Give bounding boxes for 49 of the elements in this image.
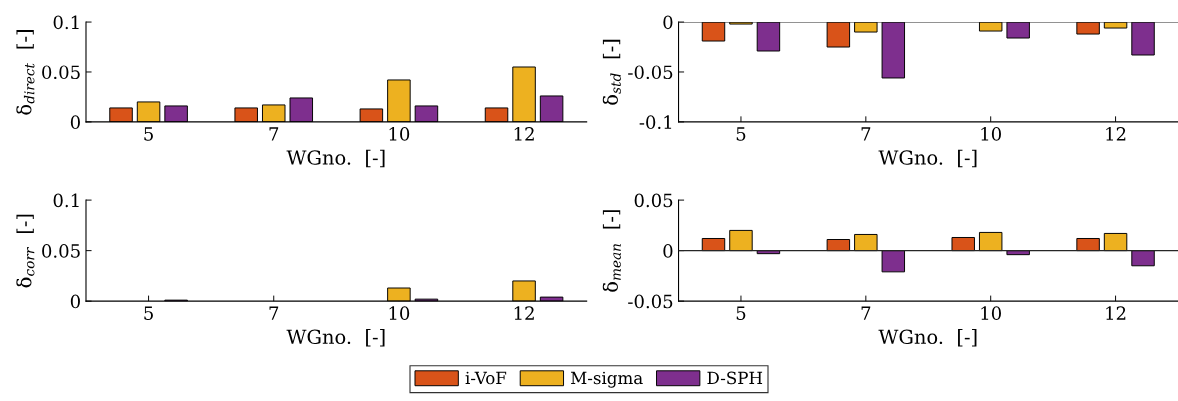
x-tick-label: 12 bbox=[1106, 306, 1126, 320]
x-tick-label: 10 bbox=[981, 127, 1001, 141]
x-tick-label: 5 bbox=[736, 127, 746, 141]
y-tick-label: 0.1 bbox=[53, 193, 79, 208]
bar bbox=[1076, 238, 1100, 252]
y-axis-title: δ$_{std}$ [-] bbox=[602, 39, 621, 105]
x-axis-title: WGno. [-] bbox=[878, 149, 977, 168]
legend-label: D-SPH bbox=[707, 371, 763, 385]
bar bbox=[701, 238, 726, 252]
x-tick-label: 7 bbox=[269, 127, 279, 141]
y-tick-label: 0 bbox=[663, 15, 673, 30]
bar bbox=[951, 237, 975, 252]
y-axis-title: δ$_{mean}$ [-] bbox=[602, 210, 621, 292]
bar bbox=[978, 231, 1003, 252]
x-tick-label: 5 bbox=[144, 127, 153, 141]
bar bbox=[854, 233, 878, 252]
legend-label: M-sigma bbox=[571, 371, 643, 388]
x-tick-label: 12 bbox=[514, 127, 534, 141]
bar bbox=[826, 239, 851, 252]
x-tick-label: 7 bbox=[861, 306, 871, 320]
x-tick-label: 5 bbox=[144, 306, 153, 320]
y-tick-label: -0.05 bbox=[628, 294, 673, 309]
x-tick-label: 7 bbox=[269, 306, 279, 320]
bar bbox=[729, 229, 753, 252]
y-axis-title: δ$_{direct}$ [-] bbox=[16, 30, 35, 115]
x-tick-label: 12 bbox=[514, 306, 534, 320]
y-axis-title: δ$_{corr}$ [-] bbox=[16, 214, 35, 288]
x-tick-label: 10 bbox=[389, 306, 410, 320]
bar bbox=[1103, 232, 1128, 252]
x-tick-label: 5 bbox=[736, 306, 746, 320]
x-axis-title: WGno. [-] bbox=[286, 329, 385, 347]
x-tick-label: 10 bbox=[981, 306, 1001, 320]
y-tick-label: 0.05 bbox=[42, 244, 80, 258]
bar bbox=[1131, 250, 1155, 267]
y-tick-label: 0.05 bbox=[42, 65, 80, 80]
x-tick-label: 10 bbox=[389, 127, 410, 141]
legend-label: i-VoF bbox=[465, 371, 507, 385]
y-tick-label: 0.1 bbox=[53, 15, 79, 30]
y-tick-label: 0.05 bbox=[634, 193, 673, 208]
x-tick-label: 12 bbox=[1106, 127, 1126, 141]
y-tick-label: 0 bbox=[70, 294, 80, 309]
y-tick-label: -0.1 bbox=[639, 115, 672, 130]
bar bbox=[881, 250, 906, 273]
x-axis-title: WGno. [-] bbox=[878, 329, 977, 347]
y-tick-label: 0 bbox=[663, 244, 673, 258]
y-tick-label: -0.05 bbox=[628, 65, 673, 80]
x-axis-title: WGno. [-] bbox=[286, 149, 385, 168]
x-tick-label: 7 bbox=[861, 127, 871, 141]
y-tick-label: 0 bbox=[70, 115, 80, 130]
